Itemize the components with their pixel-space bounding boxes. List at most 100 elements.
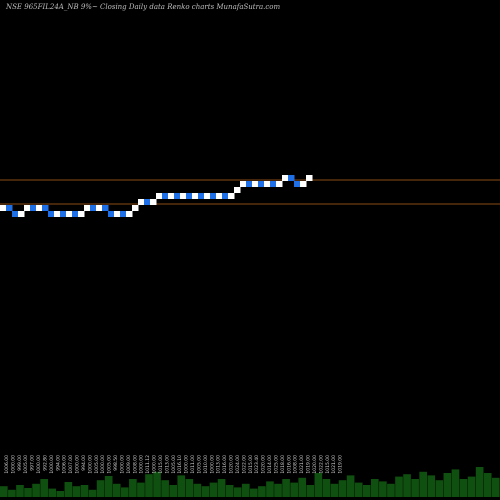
x-tick-label: 1018.00 [280,455,286,474]
renko-brick-down [210,193,217,199]
x-tick-label: 1020.00 [312,455,318,474]
volume-bar [362,485,371,497]
volume-bar [129,479,137,497]
renko-brick-up [252,181,259,187]
renko-brick-up [54,211,61,217]
renko-brick-down [108,211,115,217]
x-tick-label: 1000.00 [87,455,93,474]
volume-bar [467,476,476,497]
x-tick-label: 1013.00 [216,455,222,474]
renko-brick-up [156,193,163,199]
renko-brick-up [240,181,247,187]
renko-brick-up [264,181,271,187]
volume-bar [266,481,274,497]
x-tick-label: 1021.00 [331,455,337,474]
x-tick-label: 1005.00 [171,455,177,474]
volume-bar [177,475,186,497]
volume-bar [274,483,282,497]
x-tick-label: 998.50 [113,455,119,471]
x-tick-label: 1000.00 [184,455,190,474]
volume-bar [411,479,419,497]
volume-bar [419,471,428,497]
renko-brick-down [144,199,151,205]
volume-bar [169,485,178,497]
renko-brick-down [120,211,127,217]
volume-bar [395,476,403,497]
x-tick-label: 999.00 [17,455,23,471]
x-tick-label: 1013.00 [164,455,170,474]
renko-brick-down [222,193,229,199]
volume-bar [80,485,89,497]
renko-brick-up [282,175,289,181]
x-tick-label: 1000.00 [209,455,215,474]
renko-brick-down [270,181,277,187]
renko-brick-down [48,211,55,217]
volume-bar [120,487,129,497]
x-tick-label: 1000.00 [139,455,145,474]
renko-bricks [0,175,313,217]
renko-brick-down [42,205,49,211]
renko-brick-down [90,205,97,211]
x-tick-label: 994.00 [81,455,87,471]
volume-bar [427,475,436,497]
x-tick-label: 1022.00 [318,455,324,474]
renko-brick-down [246,181,253,187]
volume-bar [32,483,40,497]
x-tick-label: 1000.00 [100,455,106,474]
renko-brick-up [300,181,307,187]
volume-bar [24,488,32,497]
renko-brick-up [84,205,91,211]
x-tick-label: 1022.00 [241,455,247,474]
renko-brick-down [294,181,301,187]
volume-bar [346,475,355,497]
volume-bar [145,474,153,497]
x-tick-label: 1023.40 [254,455,260,474]
volume-bar [185,479,194,497]
renko-brick-up [216,193,223,199]
renko-brick-down [72,211,79,217]
volume-bar [298,477,307,497]
x-tick-label: 1008.00 [293,455,299,474]
volume-bar [56,491,65,497]
x-tick-label: 1019.00 [338,455,344,474]
volume-bar [153,471,161,497]
volume-bar [64,482,73,497]
x-tick-label: 1016.10 [177,455,183,474]
x-tick-label: 1015.00 [158,455,164,474]
volume-bar [48,488,57,497]
volume-bar [201,486,210,497]
renko-brick-down [186,193,193,199]
renko-brick-up [138,199,145,205]
volume-bar [379,481,387,497]
x-tick-label: 1000.00 [36,455,42,474]
renko-brick-up [228,193,235,199]
x-tick-label: 1007.00 [68,455,74,474]
x-tick-label: 1015.00 [325,455,331,474]
renko-brick-up [114,211,121,217]
volume-bar [193,483,202,497]
volume-bar [387,483,395,497]
x-tick-label: 1005.00 [107,455,113,474]
volume-bar [72,486,81,497]
volume-bar [241,483,250,497]
volume-bar [451,469,460,497]
volume-bar [0,486,8,497]
renko-brick-up [204,193,211,199]
volume-bar [330,483,339,497]
renko-brick-up [168,193,175,199]
x-tick-label: 997.00 [30,455,36,471]
volume-bar [338,480,347,497]
x-tick-label: 1020.00 [229,455,235,474]
volume-bar [225,485,234,497]
volume-bar [403,474,411,497]
renko-brick-down [12,211,19,217]
volume-bar [8,489,16,497]
renko-brick-up [192,193,199,199]
volume-bar [233,487,242,497]
x-tick-label: 1000.00 [49,455,55,474]
x-tick-label: 1019.00 [306,455,312,474]
x-tick-label: 1005.00 [196,455,202,474]
renko-brick-up [126,211,133,217]
volume-bar [258,486,266,497]
